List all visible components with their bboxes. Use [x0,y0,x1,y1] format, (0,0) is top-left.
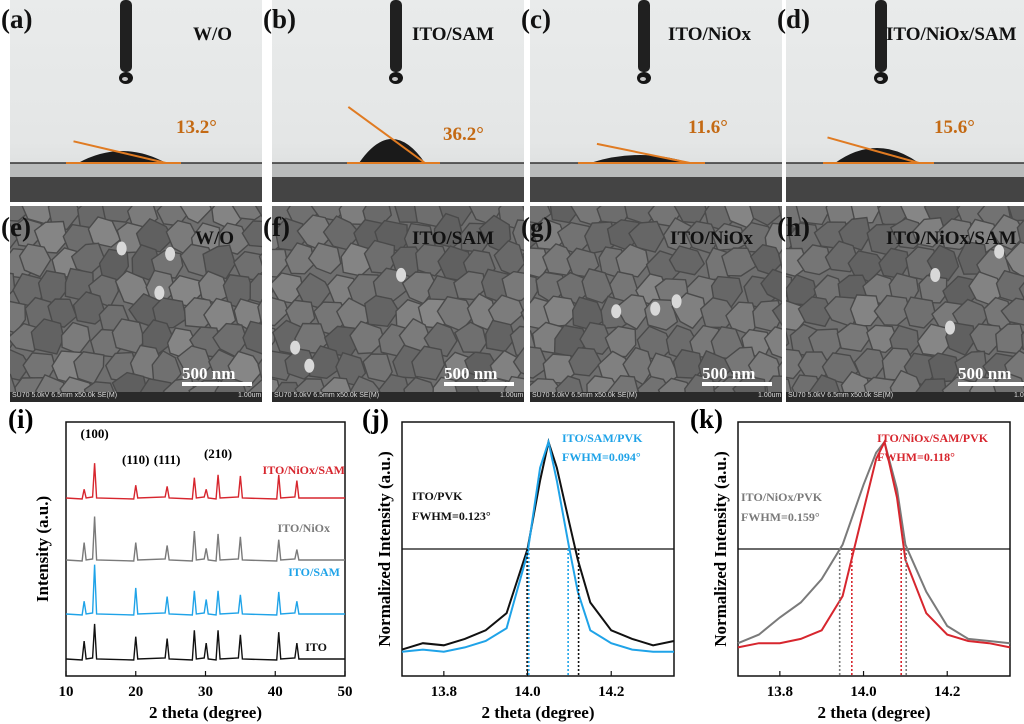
panel-label: (h) [777,212,810,242]
series-label: ITO/NiOx/PVK [741,490,823,504]
contact-angle-value: 15.6° [934,117,975,138]
sem-image-3: SU70 5.0kV 6.5mm x50.0k SE(M) 1.00um 500 n… [530,206,782,402]
peak-label: (111) [154,452,181,467]
sample-title: W/O [193,24,233,45]
sem-scale-small: 1.00um [1014,392,1024,399]
sem-grains [530,206,782,402]
contact-angle-drawing [530,0,782,202]
sem-scale-small: 1.00um [238,392,262,399]
sem-scale-small: 1.00um [500,392,524,399]
sample-title: ITO/NiOx [668,24,752,45]
contact-angle-image-2 [272,0,524,202]
series-label: ITO/SAM [288,565,340,579]
panel-label: (c) [521,4,551,34]
xrd-series-ito-niox-sam [65,463,345,500]
fwhm-label: FWHM=0.094° [562,450,641,464]
sample-title: ITO/NiOx/SAM [886,24,1017,45]
sample-title: W/O [195,228,235,249]
x-tick-label: 14.2 [598,684,624,700]
contact-angle-image-4 [786,0,1024,202]
y-axis-label: Intensity (a.u.) [33,496,52,602]
x-tick-label: 40 [268,684,283,700]
contact-angle-drawing [786,0,1024,202]
fwhm-curve-ito-niox-pvk [737,439,1011,645]
sem-image-2: SU70 5.0kV 6.5mm x50.0k SE(M) 1.00um 500 n… [272,206,524,402]
sem-metadata: SU70 5.0kV 6.5mm x50.0k SE(M) [12,392,118,399]
scale-bar-label: 500 nm [958,364,1012,383]
fwhm-label: FWHM=0.118° [877,450,955,464]
series-label: ITO/NiOx/SAM [263,463,345,477]
sem-metadata: SU70 5.0kV 6.5mm x50.0k SE(M) [788,392,894,399]
fwhm-label: FWHM=0.123° [412,509,491,523]
series-label: ITO/PVK [412,489,463,503]
scale-bar-label: 500 nm [702,364,756,383]
panel-label: (k) [690,404,723,434]
sample-title: ITO/SAM [412,24,495,45]
sample-title: ITO/SAM [412,228,495,249]
x-tick-label: 10 [59,684,74,700]
contact-angle-value: 11.6° [688,117,728,138]
fwhm-curve-ito-sam-pvk [401,438,674,653]
contact-angle-image-3 [530,0,782,202]
series-label: ITO/NiOx/SAM/PVK [877,431,989,445]
panel-label: (j) [362,404,389,434]
x-axis-label: 2 theta (degree) [818,703,931,722]
scale-bar-label: 500 nm [444,364,498,383]
sem-metadata: SU70 5.0kV 6.5mm x50.0k SE(M) [532,392,638,399]
sem-metadata: SU70 5.0kV 6.5mm x50.0k SE(M) [274,392,380,399]
fwhm-curve-ito-pvk [401,438,675,651]
series-label: ITO/SAM/PVK [562,431,643,445]
panel-label: (b) [263,4,296,34]
xrd-series-ito [65,623,345,661]
sem-grains [786,206,1024,402]
x-tick-label: 50 [338,684,353,700]
x-tick-label: 30 [198,684,213,700]
x-tick-label: 13.8 [431,684,457,700]
series-label: ITO/NiOx [278,521,330,535]
sample-title: ITO/NiOx [670,228,754,249]
panel-label: (g) [521,212,553,242]
sem-grains [272,206,524,402]
sem-grains [10,206,262,402]
x-tick-label: 14.0 [850,684,876,700]
peak-label: (210) [204,446,232,461]
peak-label: (100) [81,426,109,441]
peak-label: (110) [122,452,149,467]
contact-angle-value: 36.2° [443,124,484,145]
panel-label: (f) [263,212,290,242]
panel-label: (e) [1,212,31,242]
contact-angle-value: 13.2° [176,117,217,138]
contact-angle-drawing [272,0,524,202]
x-tick-label: 13.8 [767,684,793,700]
sem-scale-small: 1.00um [758,392,782,399]
contact-angle-image-1 [10,0,262,202]
x-axis-label: 2 theta (degree) [482,703,595,722]
fwhm-label: FWHM=0.159° [741,510,820,524]
panel-label: (d) [777,4,810,34]
series-label: ITO [305,640,327,654]
fwhm-curve-ito-niox-sam-pvk [737,439,1011,649]
sample-title: ITO/NiOx/SAM [886,228,1017,249]
y-axis-label: Normalized Intensity (a.u.) [375,451,394,646]
y-axis-label: Normalized Intensity (a.u.) [711,451,730,646]
x-tick-label: 14.0 [514,684,540,700]
xrd-plots: (i) 10 20 30 40 50 2 theta (degree) Intensity (… [8,404,1011,722]
xrd-series-ito-sam [65,564,345,616]
x-tick-label: 20 [128,684,143,700]
x-axis-label: 2 theta (degree) [149,703,262,722]
x-tick-label: 14.2 [934,684,960,700]
contact-angle-drawing [10,0,262,202]
xrd-series-ito-niox [65,516,345,562]
sem-image-4: SU70 5.0kV 6.5mm x50.0k SE(M) 1.00um 500 n… [786,206,1024,402]
panel-label: (i) [8,404,33,434]
scale-bar-label: 500 nm [182,364,236,383]
sem-image-1: SU70 5.0kV 6.5mm x50.0k SE(M) 1.00um 500 n… [10,206,262,402]
panel-label: (a) [1,4,33,34]
